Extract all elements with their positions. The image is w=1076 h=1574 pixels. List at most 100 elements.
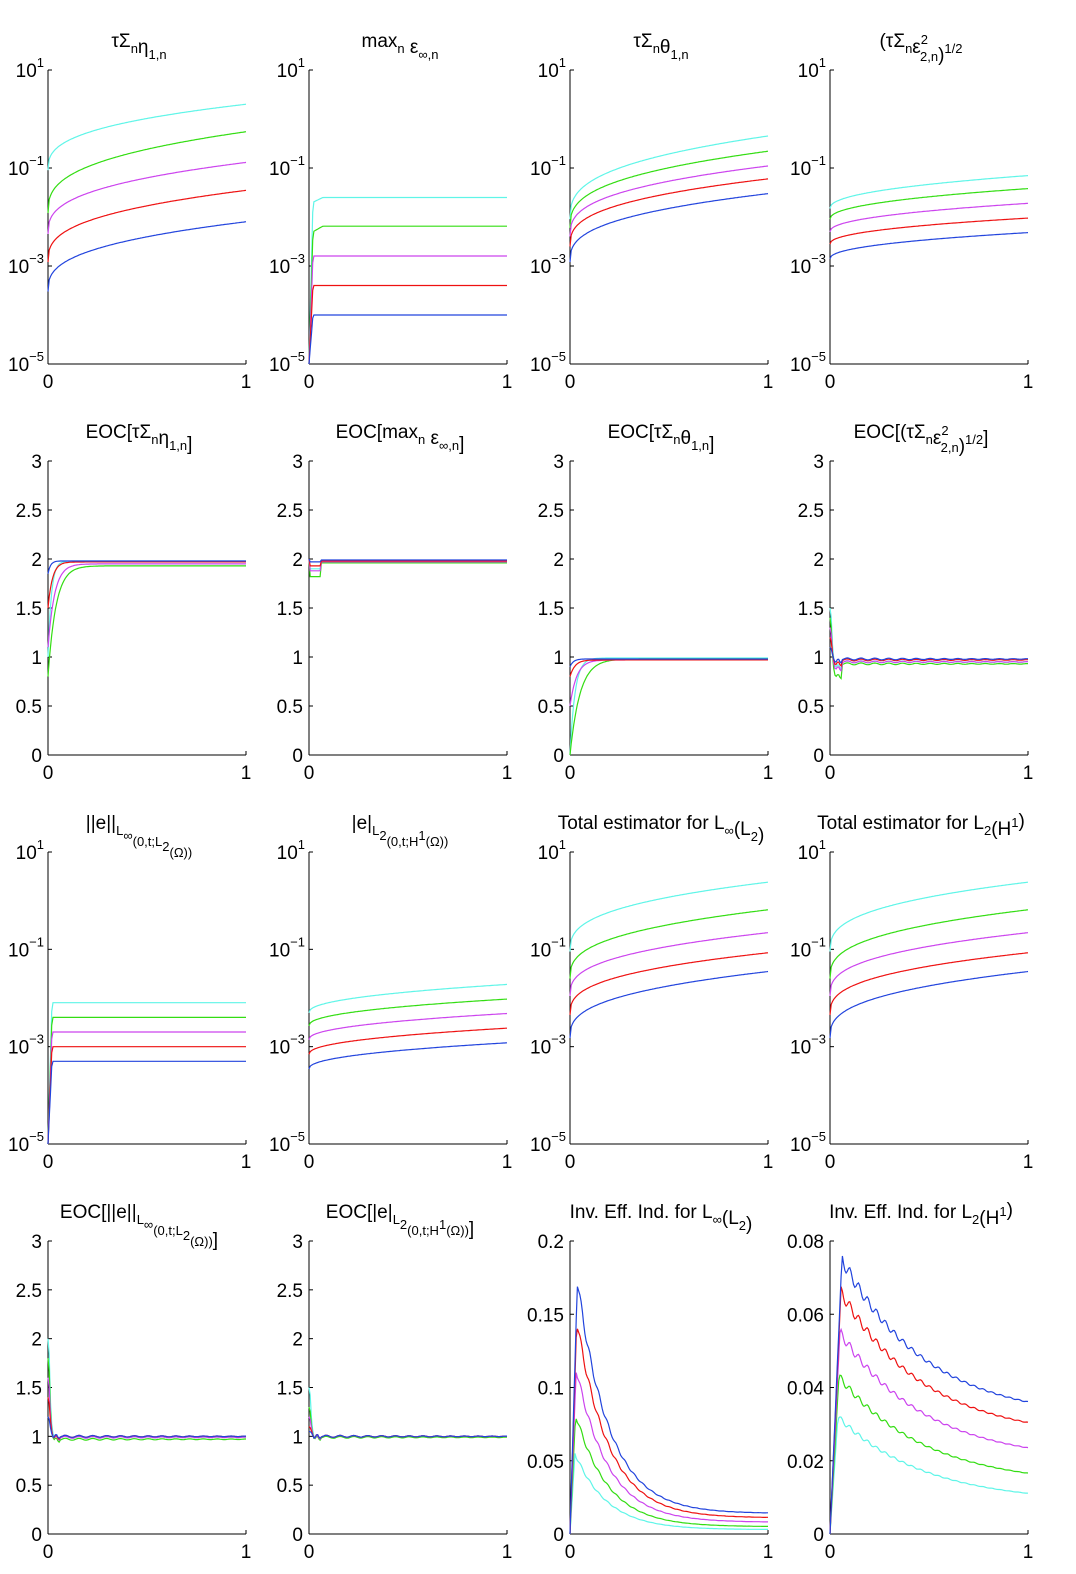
series-line-blue	[308, 1042, 508, 1070]
x-tick-label: 0	[43, 1542, 54, 1563]
chart-title-9: ||e||L∞(0,t;L2(Ω))	[86, 813, 192, 860]
y-tick-label: 3	[553, 452, 564, 473]
series-line-red	[569, 952, 769, 1015]
y-tick-label: 10−3	[790, 251, 826, 278]
x-tick-label: 1	[1023, 1152, 1034, 1173]
chart-title-16: Inv. Eff. Ind. for L2(H1)	[829, 1200, 1013, 1229]
chart-panel-5: 3 2.5 2 1.5 1 0.5 00 1	[16, 452, 252, 784]
series-line-cyan	[829, 881, 1029, 952]
y-tick-label: 10−1	[269, 153, 305, 180]
y-tick-label: 1.5	[16, 1379, 42, 1400]
series-line-blue	[569, 1286, 768, 1535]
series-line-magenta	[47, 1377, 247, 1442]
y-tick-label: 1.5	[277, 1379, 303, 1400]
series-line-cyan	[308, 196, 507, 365]
y-tick-label: 2.5	[798, 501, 824, 522]
series-line-red	[47, 561, 246, 609]
y-tick-label: 10−1	[790, 153, 826, 180]
x-tick-label: 0	[825, 372, 836, 393]
x-tick-label: 0	[825, 1152, 836, 1173]
series-line-blue	[47, 560, 246, 574]
x-tick-label: 1	[241, 1152, 252, 1173]
y-tick-label: 2	[31, 1330, 42, 1351]
series-line-blue	[47, 221, 247, 292]
x-tick-label: 0	[304, 763, 315, 784]
chart-panel-8: 3 2.5 2 1.5 1 0.5 00 1	[798, 452, 1034, 784]
y-tick-label: 2	[553, 550, 564, 571]
series-line-cyan	[47, 560, 246, 658]
y-tick-label: 2.5	[277, 1281, 303, 1302]
chart-panel-16: 0.08 0.06 0.04 0.02 00 1	[787, 1232, 1033, 1563]
chart-title-8: EOC[(τΣnε2 2,n)1/2]	[854, 422, 989, 457]
x-tick-label: 0	[565, 1542, 576, 1563]
series-line-blue	[569, 970, 769, 1039]
y-tick-label: 3	[813, 452, 824, 473]
y-tick-label: 0.02	[787, 1452, 824, 1473]
y-tick-label: 0	[292, 746, 303, 767]
series-line-blue	[308, 314, 507, 365]
y-tick-label: 101	[16, 55, 44, 82]
y-tick-label: 10−5	[530, 349, 566, 376]
chart-title-14: EOC[|e|L2(0,t;H1(Ω))]	[326, 1202, 474, 1240]
y-tick-label: 2.5	[277, 501, 303, 522]
series-line-magenta	[308, 1012, 508, 1040]
x-tick-label: 1	[1023, 763, 1034, 784]
series-line-blue	[47, 1060, 246, 1145]
y-tick-label: 1	[813, 648, 824, 669]
y-tick-label: 0.2	[538, 1232, 564, 1253]
y-tick-label: 10−5	[269, 1129, 305, 1156]
chart-title-5: EOC[τΣnη1,n]	[86, 422, 193, 455]
chart-panel-2: 101 10−1 10−3 10−50 1	[269, 55, 512, 393]
y-tick-label: 0.1	[538, 1379, 564, 1400]
series-line-red	[308, 1027, 507, 1055]
series-line-green	[308, 558, 507, 578]
series-line-blue	[308, 1430, 507, 1440]
series-line-blue	[308, 558, 507, 563]
series-line-magenta	[569, 165, 769, 237]
y-tick-label: 0.5	[538, 697, 564, 718]
chart-panel-4: 101 10−1 10−3 10−50 1	[790, 55, 1033, 393]
y-tick-label: 0.05	[527, 1452, 564, 1473]
series-line-red	[829, 637, 1028, 667]
y-tick-label: 0.5	[16, 1476, 42, 1497]
y-tick-label: 0	[553, 1525, 564, 1546]
series-line-red	[308, 284, 507, 365]
series-line-cyan	[308, 983, 508, 1013]
series-line-red	[569, 178, 769, 247]
series-line-cyan	[829, 175, 1029, 209]
y-tick-label: 0.04	[787, 1379, 824, 1400]
chart-panel-15: 0.2 0.15 0.1 0.05 00 1	[527, 1232, 773, 1563]
y-tick-label: 101	[538, 837, 566, 864]
y-tick-label: 3	[292, 452, 303, 473]
chart-title-10: |e|L2(0,t;H1(Ω))	[352, 813, 449, 849]
chart-panel-6: 3 2.5 2 1.5 1 0.5 00 1	[277, 452, 513, 784]
series-line-green	[569, 150, 769, 228]
y-tick-label: 1	[31, 648, 42, 669]
x-tick-label: 0	[43, 1152, 54, 1173]
series-line-blue	[569, 658, 768, 668]
series-line-magenta	[829, 627, 1029, 672]
series-line-magenta	[569, 932, 769, 997]
y-tick-label: 0	[31, 1525, 42, 1546]
x-tick-label: 0	[565, 372, 576, 393]
series-line-blue	[829, 970, 1029, 1039]
y-tick-label: 101	[798, 55, 826, 82]
chart-title-15: Inv. Eff. Ind. for L∞(L2)	[570, 1202, 753, 1235]
x-tick-label: 1	[241, 1542, 252, 1563]
chart-panel-12: 101 10−1 10−3 10−50 1	[790, 837, 1033, 1173]
series-line-green	[47, 131, 247, 214]
x-tick-label: 0	[43, 763, 54, 784]
y-tick-label: 10−3	[269, 251, 305, 278]
y-tick-label: 3	[31, 1232, 42, 1253]
series-line-magenta	[47, 1031, 246, 1145]
series-line-green	[47, 565, 246, 677]
series-line-green	[829, 1374, 1029, 1535]
y-tick-label: 10−1	[8, 153, 44, 180]
series-line-cyan	[47, 1338, 247, 1441]
y-tick-label: 1	[553, 648, 564, 669]
y-tick-label: 1.5	[16, 599, 42, 620]
y-tick-label: 0	[813, 746, 824, 767]
series-line-green	[829, 188, 1029, 220]
x-tick-label: 1	[502, 763, 513, 784]
